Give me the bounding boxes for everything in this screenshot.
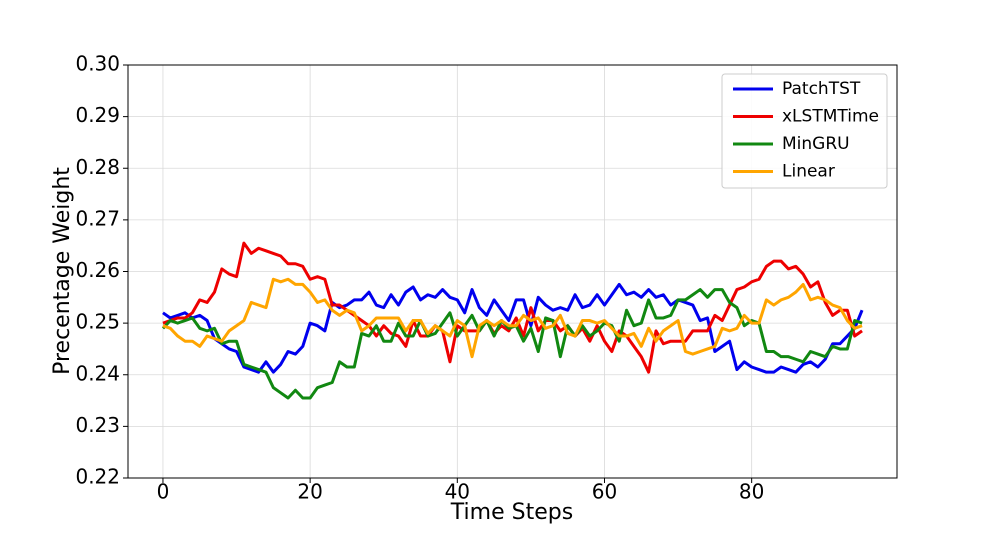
y-tick-label: 0.24 (75, 361, 120, 385)
legend-label: MinGRU (782, 134, 850, 154)
y-tick-label: 0.22 (75, 465, 120, 489)
x-tick-label: 80 (739, 480, 764, 504)
legend-box (721, 73, 888, 189)
x-tick-label: 60 (592, 480, 617, 504)
y-tick-label: 0.28 (75, 155, 120, 179)
y-tick-label: 0.25 (75, 310, 120, 334)
x-tick-label: 40 (445, 480, 470, 504)
y-tick-label: 0.23 (75, 413, 120, 437)
x-tick-label: 20 (297, 480, 322, 504)
legend: PatchTST xLSTMTime MinGRU Linear (721, 73, 888, 189)
x-tick-label: 0 (157, 480, 170, 504)
series-line (162, 282, 864, 374)
legend-label: Linear (782, 162, 835, 182)
y-tick-label: 0.29 (75, 103, 120, 127)
series-line (162, 277, 863, 359)
legend-label: PatchTST (782, 79, 861, 99)
y-tick-label: 0.30 (75, 52, 120, 76)
y-tick-label: 0.27 (75, 206, 120, 230)
y-tick-label: 0.26 (75, 258, 120, 282)
legend-label: xLSTMTime (782, 107, 879, 127)
plot-frame (127, 64, 898, 479)
x-axis-label: Time Steps (450, 500, 573, 525)
y-axis-label: Precentage Weight (50, 167, 75, 375)
